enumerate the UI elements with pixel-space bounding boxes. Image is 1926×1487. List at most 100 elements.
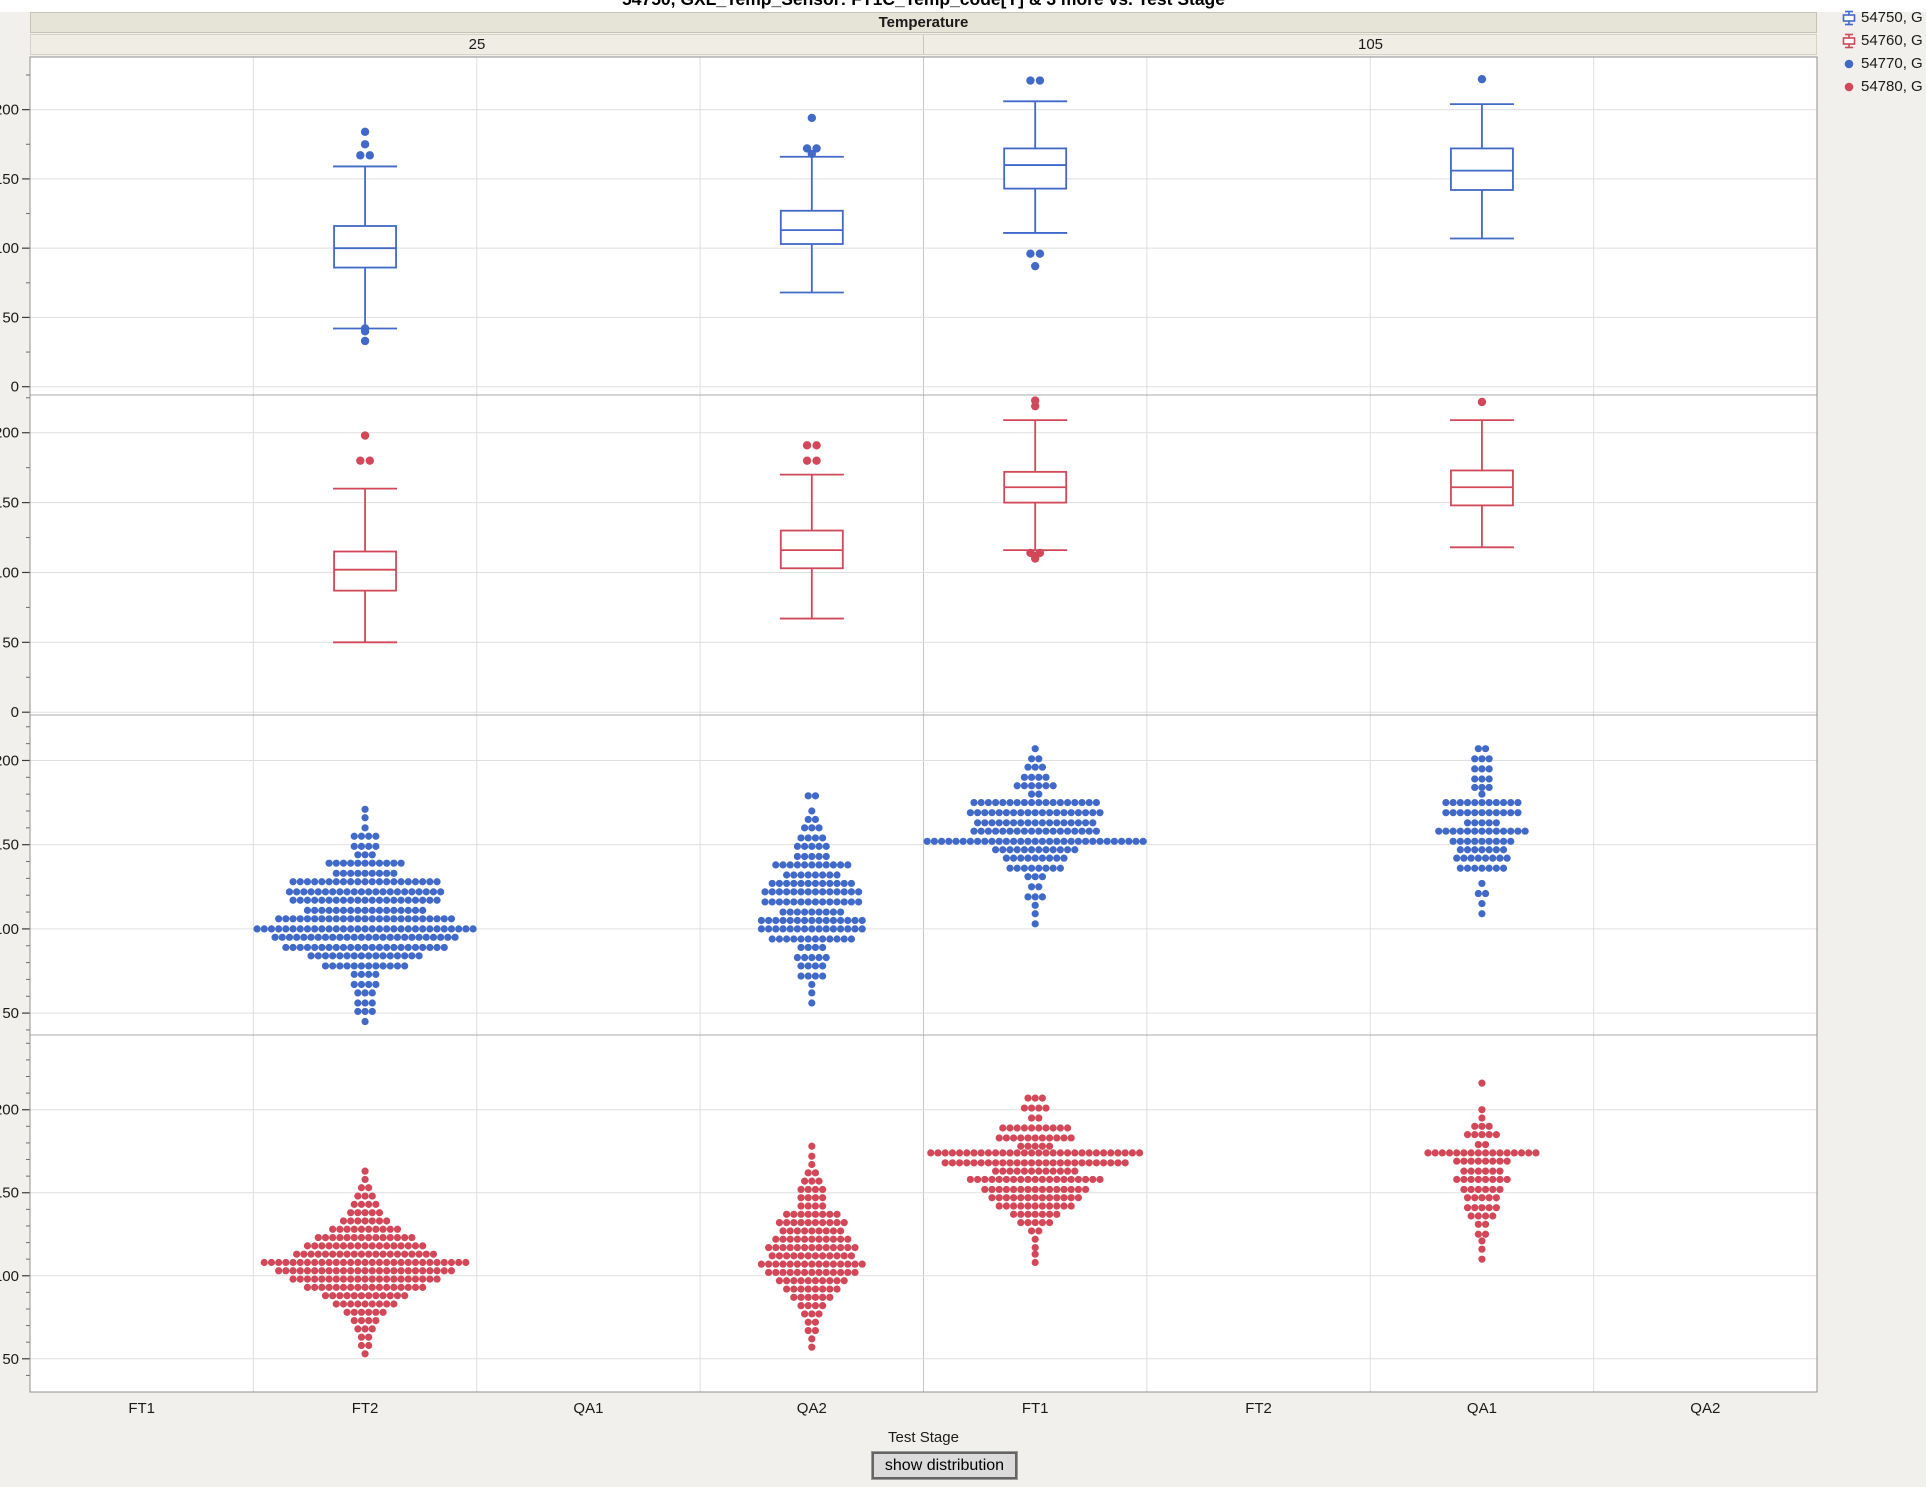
- outlier-dot: [802, 144, 812, 153]
- y-tick-label: 50: [2, 1351, 19, 1368]
- y-tick-label: 50: [2, 309, 19, 326]
- y-tick-label: 150: [0, 495, 19, 512]
- y-tick-label: 200: [0, 1102, 19, 1119]
- outlier-dot: [812, 144, 821, 153]
- x-tick-label-QA1: QA1: [573, 1400, 603, 1417]
- outlier-dot: [1477, 74, 1487, 84]
- x-tick-label-FT2: FT2: [352, 1400, 379, 1417]
- y-tick-label: 200: [0, 752, 19, 769]
- outlier-dot: [360, 127, 370, 137]
- title-strip: [0, 0, 1926, 12]
- panel-54770G: 50 100 150 200: [0, 726, 1817, 1031]
- outlier-dot: [360, 140, 370, 149]
- y-tick-label: 100: [0, 564, 19, 581]
- y-tick-label: 150: [0, 1185, 19, 1202]
- dotplot-105-QA1: [1435, 745, 1529, 918]
- legend-item-54750G[interactable]: 54750, G: [1841, 6, 1926, 29]
- outlier-dot: [356, 456, 365, 465]
- boxplot-25-FT2: [333, 431, 398, 644]
- dot-icon: [1844, 82, 1854, 91]
- outlier-dot: [356, 151, 365, 160]
- outlier-dot: [1477, 397, 1487, 407]
- y-tick-label: 150: [0, 837, 19, 854]
- x-axis-title: Test Stage: [888, 1429, 959, 1446]
- legend-label: 54770, G: [1861, 55, 1923, 72]
- dotplot-25-FT2: [260, 1167, 470, 1358]
- boxplot-25-FT2: [333, 127, 398, 346]
- y-tick-label: 100: [0, 240, 19, 257]
- dotplot-25-FT2: [253, 805, 477, 1026]
- boxplot-105-FT1: [1003, 76, 1068, 271]
- facet-value-25: 25: [31, 35, 924, 54]
- boxplot-105-QA1: [1449, 74, 1514, 240]
- x-tick-label-FT2: FT2: [1245, 1400, 1272, 1417]
- vertical-gridlines: [252, 57, 1595, 1392]
- outlier-dot: [807, 113, 817, 123]
- y-tick-label: 0: [11, 704, 19, 721]
- outlier-dot: [365, 151, 375, 160]
- y-tick-label: 200: [0, 102, 19, 119]
- x-tick-label-FT1: FT1: [128, 1400, 155, 1417]
- boxplot-105-FT1: [1003, 396, 1068, 563]
- outlier-dot: [1030, 261, 1040, 271]
- y-tick-label: 50: [2, 1005, 19, 1022]
- legend: 54750, G 54760, G 54770, G 54780, G: [1841, 6, 1926, 98]
- dotplot-105-QA1: [1424, 1079, 1540, 1263]
- facet-value-105: 105: [1357, 36, 1384, 53]
- y-tick-label: 50: [2, 634, 19, 651]
- y-tick-label: 150: [0, 171, 19, 188]
- outlier-dot: [360, 324, 370, 333]
- panel-54760G: 0 50 100 150 200: [0, 396, 1817, 721]
- legend-label: 54760, G: [1861, 32, 1923, 49]
- chart-title: 54750, GXL_Temp_Sensor: FT1C_Temp_code[Y…: [30, 0, 1817, 11]
- dotplot-105-FT1: [923, 745, 1147, 928]
- panel-54750G: 0 50 100 150 200: [0, 74, 1817, 396]
- legend-item-54770G[interactable]: 54770, G: [1841, 52, 1926, 75]
- outlier-dot: [812, 441, 821, 450]
- y-tick-label: 0: [11, 379, 19, 396]
- outlier-dot: [1035, 76, 1045, 85]
- show-distribution-button[interactable]: show distribution: [871, 1451, 1018, 1480]
- outlier-dot: [812, 456, 821, 465]
- legend-item-54780G[interactable]: 54780, G: [1841, 75, 1926, 98]
- panel-54780G: 50 100 150 200: [0, 1042, 1817, 1376]
- y-tick-label: 100: [0, 1268, 19, 1285]
- facet-header-temperature: Temperature: [30, 12, 1817, 33]
- outlier-dot: [365, 456, 375, 465]
- dotplot-105-FT1: [927, 1094, 1144, 1267]
- outlier-dot: [360, 336, 370, 346]
- x-tick-label-QA2: QA2: [797, 1400, 827, 1417]
- outlier-dot: [1026, 76, 1035, 85]
- boxplot-105-QA1: [1449, 397, 1514, 549]
- dot-icon: [1844, 59, 1854, 68]
- outlier-dot: [1035, 548, 1045, 558]
- boxplot-icon: [1842, 33, 1856, 48]
- outlier-dot: [1026, 249, 1035, 258]
- outlier-dot: [802, 441, 812, 450]
- plot-border: [29, 56, 1818, 1393]
- facet-header-label: Temperature: [878, 14, 969, 31]
- dotplot-25-QA2: [757, 1142, 866, 1351]
- x-tick-label-FT1: FT1: [1022, 1400, 1049, 1417]
- outlier-dot: [807, 149, 817, 159]
- dotplot-25-QA2: [757, 792, 866, 1007]
- outlier-dot: [360, 431, 370, 440]
- outlier-dot: [802, 456, 812, 465]
- outlier-dot: [1035, 249, 1045, 258]
- legend-label: 54780, G: [1861, 78, 1923, 95]
- x-axis-labels: FT1 FT2 QA1 QA2 FT1 FT2 QA1 QA2: [128, 1400, 1720, 1417]
- legend-label: 54750, G: [1861, 9, 1923, 26]
- outlier-dot: [1026, 548, 1035, 558]
- boxplot-25-QA2: [779, 441, 844, 620]
- x-tick-label-QA1: QA1: [1467, 1400, 1497, 1417]
- y-tick-label: 200: [0, 425, 19, 442]
- facet-value-band: 25 105: [30, 34, 1817, 55]
- outlier-dot: [1030, 396, 1040, 405]
- y-tick-label: 100: [0, 921, 19, 938]
- boxplot-icon: [1842, 10, 1856, 25]
- boxplot-25-QA2: [779, 113, 844, 294]
- legend-item-54760G[interactable]: 54760, G: [1841, 29, 1926, 52]
- x-tick-label-QA2: QA2: [1690, 1400, 1720, 1417]
